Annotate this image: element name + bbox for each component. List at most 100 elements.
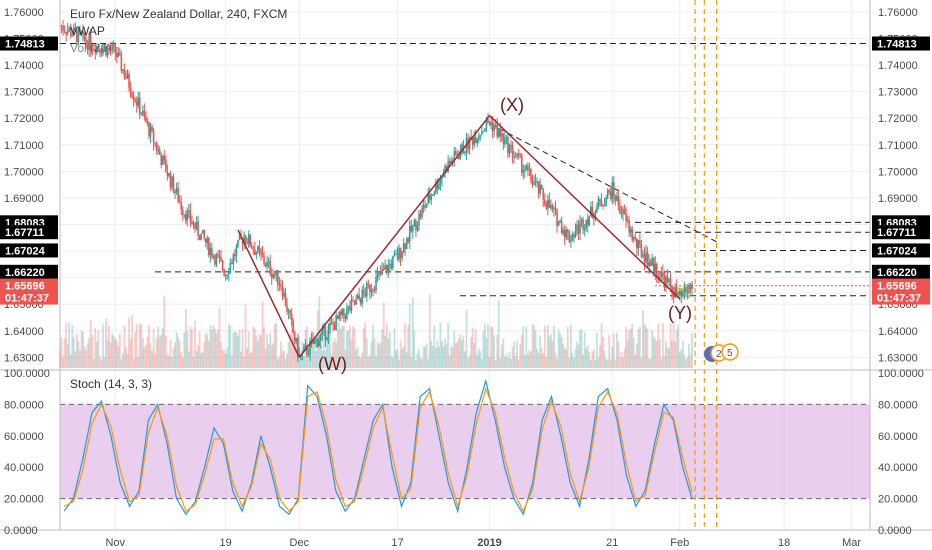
volume-bar [591,351,594,368]
candle-body [415,220,417,231]
event-icon-b[interactable] [721,343,739,361]
volume-bar [326,330,328,368]
price-tag-right [872,36,930,51]
candle-body [522,170,525,173]
volume-bar [448,355,451,368]
candle-body [349,306,351,311]
stoch-title: Stoch (14, 3, 3) [70,377,152,391]
volume-bar [516,339,519,368]
candle-body [120,54,123,71]
volume-bar [121,353,124,368]
candle-body [65,32,67,35]
volume-bar [428,294,431,368]
candle-body [560,220,563,234]
volume-bar [651,330,654,368]
candle-body [178,201,181,203]
volume-bar [533,324,535,368]
candle-body [143,110,146,116]
candle-body [405,238,408,249]
volume-bar [210,329,213,368]
volume-bar [135,323,138,368]
volume-bar [174,342,176,368]
candle-body [543,199,546,205]
candle-body [683,287,686,292]
candle-body [582,219,584,231]
price-tag-text-left: 01:47:37 [5,293,49,305]
candle-body [275,270,278,276]
candle-body [226,274,229,276]
candle-body [583,227,586,231]
candle-body [86,42,89,50]
volume-bar [329,323,331,368]
candle-body [284,292,287,306]
candle-body [484,128,486,132]
volume-bar [411,297,414,368]
candle-body [293,332,296,342]
candle-body [579,221,581,234]
candle-body [237,239,239,248]
volume-bar [80,330,83,368]
time-tick-label: 18 [778,537,790,549]
volume-bar [665,340,667,368]
candle-body [327,326,330,338]
stoch-lines [63,378,693,516]
price-tag-right [872,278,930,293]
candle-body [73,27,75,36]
volume-bar [540,348,543,368]
candle-body [166,172,169,176]
volume-bar [146,336,149,368]
candle-body [184,214,187,221]
volume-bar [238,330,241,368]
volume-bar [60,337,63,368]
volume-bar [154,354,157,368]
candle-body [473,137,476,145]
volume-bar [661,323,664,368]
time-tick-label: 19 [220,537,232,549]
stoch-tick-label-left: 100.0000 [4,368,50,380]
price-tag-text-left: 1.74813 [5,39,45,51]
event-markers[interactable]: 2 5 [704,343,739,362]
candle-body [375,276,377,290]
candle-body [511,145,514,158]
candle-body [324,325,327,340]
candle-body [201,230,204,234]
volume-bar [313,338,316,368]
candle-body [520,155,523,173]
candle-body [172,176,175,193]
candle-body [680,291,683,296]
volume-bar [623,348,626,368]
volume-bar [485,338,488,368]
volume-bar [111,333,114,368]
time-tick-label: 21 [606,537,618,549]
candle-body [318,340,321,347]
volume-bar [267,344,270,368]
candle-body [557,221,560,227]
candle-body [142,110,144,115]
candle-body [479,134,482,136]
volume-bar [206,334,209,368]
volume-bar [83,346,86,368]
candle-body [691,284,693,290]
volume-bar [209,326,212,368]
volume-bar [519,343,522,368]
volume-bar [324,350,327,368]
volume-bar [445,344,448,368]
volume-bar [171,356,173,368]
volume-bar [218,307,221,368]
candle-body [91,49,94,51]
candle-body [255,252,258,255]
candle-body [481,131,483,135]
candle-body [358,295,360,299]
volume-bar [375,356,377,368]
candle-body [393,253,396,257]
volume-bars [59,294,693,368]
candle-body [99,48,101,53]
candle-body [191,221,193,225]
price-tag-left [0,243,58,258]
volume-bar [543,325,546,368]
volume-bar [599,344,601,368]
volume-bar [493,335,496,368]
candle-body [617,195,620,206]
volume-bar [240,351,242,368]
volume-bar [628,330,631,368]
